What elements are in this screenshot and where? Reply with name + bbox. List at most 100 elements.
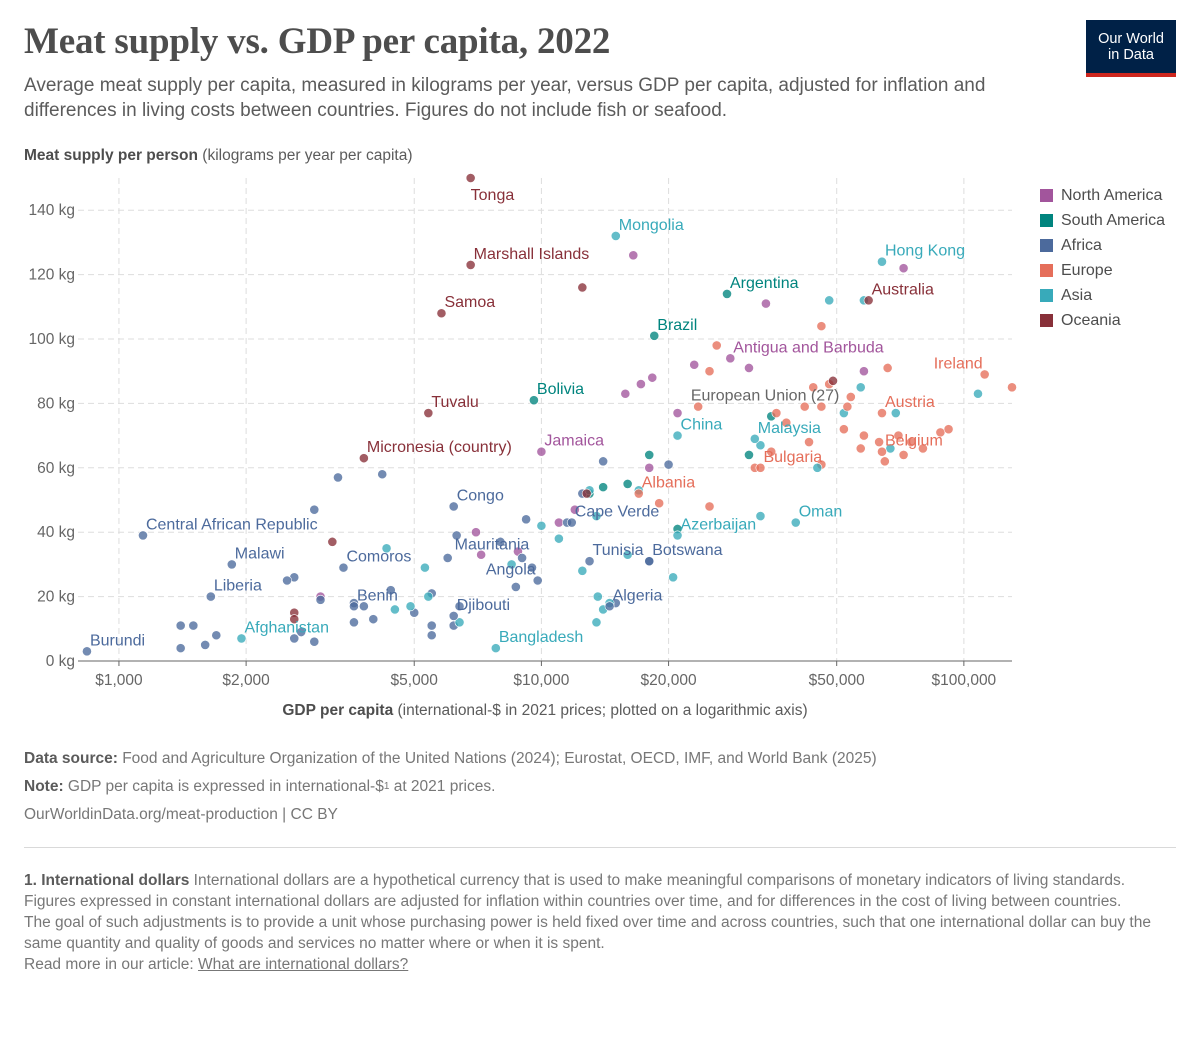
data-point <box>598 482 609 493</box>
international-dollars-link[interactable]: What are international dollars? <box>198 956 409 973</box>
data-point <box>668 572 679 583</box>
legend-swatch <box>1040 214 1053 227</box>
legend-swatch <box>1040 314 1053 327</box>
data-point-antigua-and-barbuda <box>725 353 736 364</box>
data-point <box>358 601 369 612</box>
point-label-albania: Albania <box>642 475 695 492</box>
data-point <box>420 562 430 573</box>
data-point <box>211 630 222 641</box>
point-label-benin: Benin <box>357 587 398 604</box>
logo-line-2: in Data <box>1108 46 1154 63</box>
legend-label: Africa <box>1061 236 1102 254</box>
footer: Data source: Food and Agriculture Organi… <box>24 745 877 829</box>
data-point <box>454 601 465 612</box>
note-text-a: GDP per capita is expressed in internati… <box>63 778 384 795</box>
point-label-australia: Australia <box>872 281 934 298</box>
read-more-prefix: Read more in our article: <box>24 956 199 973</box>
data-point <box>527 562 537 573</box>
legend-item-asia[interactable]: Asia <box>1040 283 1165 308</box>
data-point <box>620 388 631 399</box>
legend-item-europe[interactable]: Europe <box>1040 258 1165 283</box>
legend-label: Oceania <box>1061 311 1121 329</box>
data-point-malaysia <box>749 433 760 444</box>
point-label-djibouti: Djibouti <box>457 597 510 614</box>
data-point <box>423 591 434 602</box>
data-point <box>569 504 580 515</box>
data-point-argentina <box>722 289 732 299</box>
point-label-china: China <box>681 417 723 434</box>
data-point-congo <box>448 501 459 512</box>
data-point <box>442 553 453 563</box>
data-point <box>855 382 866 393</box>
data-point-australia <box>863 295 874 306</box>
chart-title: Meat supply vs. GDP per capita, 2022 <box>24 21 611 62</box>
y-tick-label: 40 kg <box>37 524 75 541</box>
data-point-central-african-republic <box>138 530 148 541</box>
data-point-tonga <box>465 173 476 183</box>
x-axis-title-bold: GDP per capita <box>282 702 394 719</box>
point-label-tonga: Tonga <box>471 187 515 204</box>
data-point-albania <box>633 488 644 499</box>
point-label-malawi: Malawi <box>235 545 285 562</box>
data-point <box>824 295 835 306</box>
data-point <box>622 478 633 489</box>
data-point <box>536 520 547 531</box>
data-point <box>711 340 722 351</box>
legend-swatch <box>1040 289 1053 302</box>
data-point <box>766 446 777 457</box>
data-point <box>581 488 592 499</box>
data-point <box>898 263 909 274</box>
data-point <box>377 469 388 480</box>
data-point <box>309 636 320 647</box>
data-point-comoros <box>338 562 349 573</box>
data-point <box>943 424 954 435</box>
owid-logo[interactable]: Our World in Data <box>1086 20 1176 77</box>
data-point-bolivia <box>529 395 539 406</box>
data-point <box>598 456 609 467</box>
data-point <box>553 533 564 544</box>
data-point <box>893 430 904 441</box>
y-tick-label: 80 kg <box>37 395 75 412</box>
data-point <box>591 511 602 521</box>
y-axis-title-rest: (kilograms per year per capita) <box>197 147 413 164</box>
data-point-algeria <box>604 601 615 612</box>
data-point <box>628 250 639 261</box>
data-source-line: Data source: Food and Agriculture Organi… <box>24 745 877 773</box>
data-point <box>368 614 379 625</box>
data-point <box>327 536 338 547</box>
data-point <box>859 366 869 377</box>
data-point <box>838 424 849 435</box>
data-source-text: Food and Agriculture Organization of the… <box>117 750 877 767</box>
data-point-bangladesh <box>490 643 501 654</box>
data-point-botswana <box>644 556 655 567</box>
data-point <box>385 585 396 596</box>
legend-item-oceania[interactable]: Oceania <box>1040 308 1165 333</box>
data-point <box>808 382 819 393</box>
point-label-burundi: Burundi <box>90 632 145 649</box>
legend-item-south-america[interactable]: South America <box>1040 208 1165 233</box>
data-point <box>816 401 827 412</box>
data-point <box>454 617 465 628</box>
data-point <box>315 594 326 605</box>
data-point-brazil <box>649 330 660 341</box>
legend-label: South America <box>1061 211 1166 229</box>
point-label-azerbaijan: Azerbaijan <box>681 516 757 533</box>
data-point-djibouti <box>448 611 459 621</box>
data-point-bulgaria <box>755 462 766 473</box>
point-label-afghanistan: Afghanistan <box>244 619 329 636</box>
data-point <box>405 601 416 612</box>
credit-line[interactable]: OurWorldinData.org/meat-production | CC … <box>24 806 338 823</box>
data-point-european-union-27 <box>842 401 853 412</box>
legend-item-africa[interactable]: Africa <box>1040 233 1165 258</box>
data-point <box>333 472 343 483</box>
data-point <box>879 456 890 467</box>
point-layer <box>82 173 1017 657</box>
legend-item-north-america[interactable]: North America <box>1040 183 1165 208</box>
data-point <box>874 437 884 447</box>
data-point <box>890 408 901 418</box>
data-point <box>517 553 527 563</box>
label-layer: Tonga Mongolia Marshall Islands Hong Kong Ar… <box>90 187 983 649</box>
data-point <box>799 401 810 412</box>
data-point-jamaica <box>536 446 547 457</box>
data-point <box>577 282 588 293</box>
